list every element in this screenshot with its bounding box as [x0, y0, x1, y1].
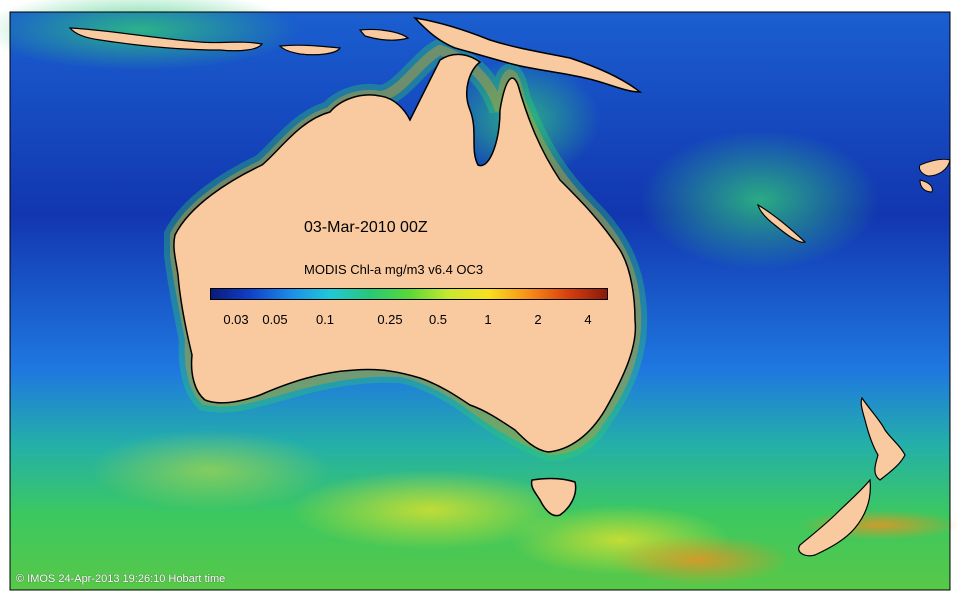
new-zealand-north-island: [860, 396, 906, 481]
colorbar-tick-label: 1: [484, 312, 492, 327]
new-caledonia-landmass: [757, 203, 807, 243]
tasmania-landmass: [530, 477, 577, 517]
map-border: [9, 11, 951, 591]
colorbar-tick-label: 0.03: [223, 312, 249, 327]
colorbar-tick-label: 0.05: [262, 312, 288, 327]
pacific-islands: [919, 158, 951, 193]
australia-landmass: [173, 53, 637, 453]
date-label: 03-Mar-2010 00Z: [304, 219, 428, 236]
colorbar-title: MODIS Chl-a mg/m3 v6.4 OC3: [304, 262, 484, 277]
colorbar-tick-label: 0.25: [377, 312, 403, 327]
colorbar: [210, 288, 608, 300]
colorbar-tick-label: 4: [584, 312, 592, 327]
indonesia-islands: [68, 27, 410, 56]
new-zealand-south-island: [798, 478, 871, 557]
new-guinea-landmass: [412, 16, 643, 93]
colorbar-tick-label: 2: [534, 312, 542, 327]
colorbar-tick-label: 0.1: [315, 312, 335, 327]
credit-text: © IMOS 24-Apr-2013 19:26:10 Hobart time: [16, 573, 226, 585]
colorbar-tick-label: 0.5: [428, 312, 448, 327]
